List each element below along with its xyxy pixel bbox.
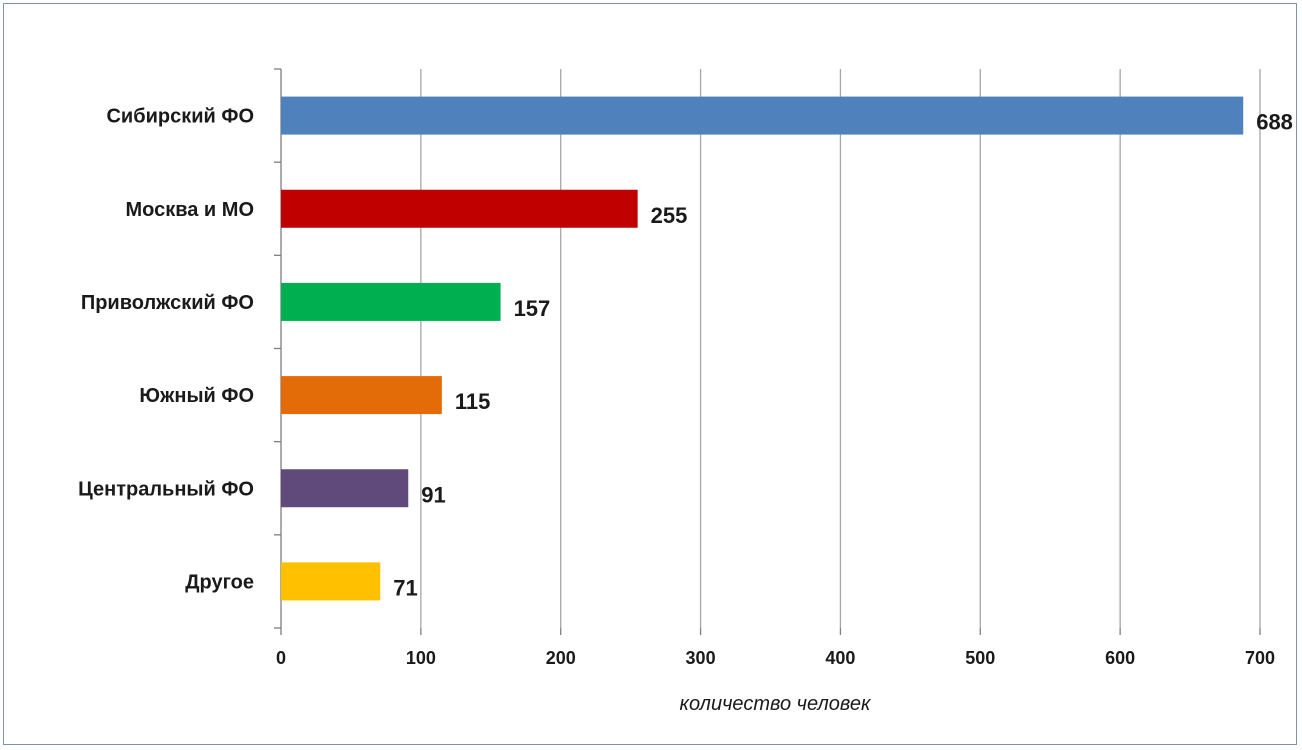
- bar: [281, 282, 501, 321]
- data-label: 688: [1256, 110, 1293, 135]
- x-axis-title: количество человек: [680, 693, 872, 715]
- category-label: Южный ФО: [139, 385, 254, 407]
- bar: [281, 189, 638, 228]
- category-label: Центральный ФО: [78, 478, 254, 500]
- data-label: 91: [421, 482, 445, 507]
- x-tick-label: 100: [406, 648, 436, 668]
- axes: [274, 68, 1261, 635]
- data-label: 71: [393, 575, 417, 600]
- x-tick-label: 200: [546, 648, 576, 668]
- gridlines: [420, 69, 1261, 628]
- data-label: 255: [651, 203, 688, 228]
- data-label: 157: [514, 296, 551, 321]
- category-label: Другое: [185, 571, 254, 593]
- x-tick-label: 500: [965, 648, 995, 668]
- category-label: Сибирский ФО: [106, 106, 254, 128]
- x-tick-label: 600: [1105, 648, 1135, 668]
- category-labels: Сибирский ФО Москва и МО Приволжский ФО Южн…: [78, 106, 254, 594]
- category-label: Приволжский ФО: [81, 292, 254, 314]
- bars: [281, 96, 1244, 601]
- x-tick-label: 300: [686, 648, 716, 668]
- category-label: Москва и МО: [125, 199, 254, 221]
- chart-frame: Сибирский ФО Москва и МО Приволжский ФО Южн…: [3, 3, 1297, 745]
- data-label: 115: [455, 389, 491, 414]
- x-tick-label: 700: [1245, 648, 1275, 668]
- bar: [281, 96, 1244, 135]
- value-labels: 688 255 157 115 91 71: [393, 110, 1293, 601]
- x-tick-label: 0: [276, 648, 286, 668]
- bar-chart: Сибирский ФО Москва и МО Приволжский ФО Южн…: [78, 68, 1293, 715]
- bar: [281, 376, 442, 415]
- bar: [281, 469, 409, 508]
- bar: [281, 562, 381, 601]
- x-tick-label: 400: [825, 648, 855, 668]
- x-tick-labels: 0 100 200 300 400 500 600 700: [276, 648, 1275, 668]
